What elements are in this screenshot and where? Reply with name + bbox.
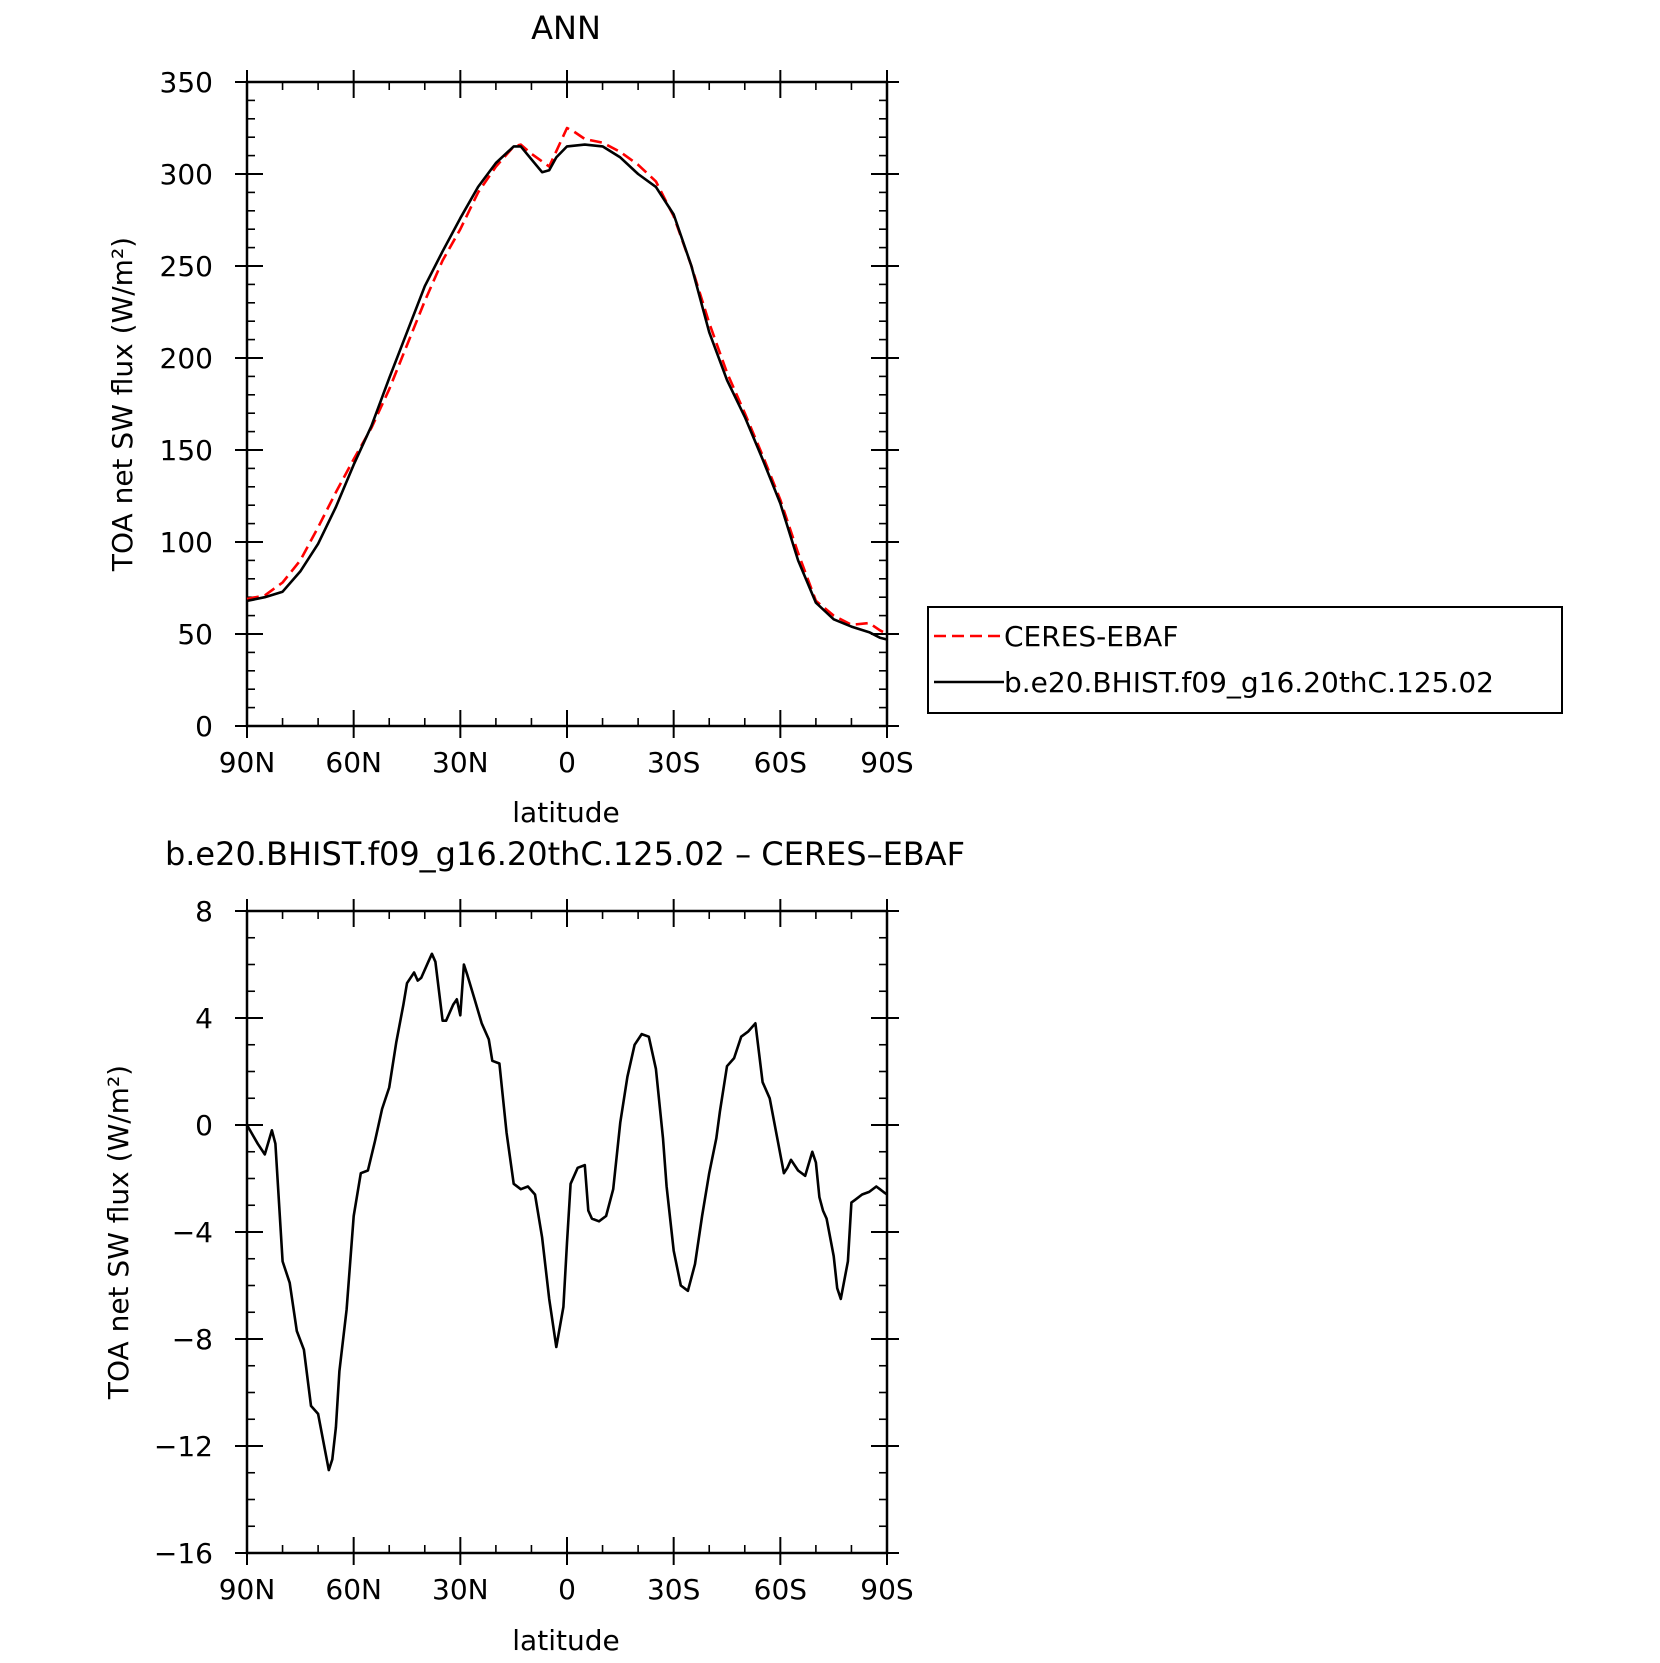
y-tick-label: 4 (195, 1002, 213, 1035)
x-tick-label: 30N (432, 746, 489, 779)
chart-title: ANN (531, 9, 601, 47)
y-tick-label: −16 (154, 1537, 213, 1570)
y-tick-label: 8 (195, 895, 213, 928)
series-lines (246, 126, 888, 641)
y-axis-label: TOA net SW flux (W/m²) (106, 237, 139, 572)
y-tick-label: −12 (154, 1430, 213, 1463)
x-tick-label: 90S (860, 746, 913, 779)
series-line-1 (246, 143, 888, 641)
y-tick-label: −8 (172, 1323, 213, 1356)
x-axis-label: latitude (512, 1624, 619, 1657)
legend-label-model: b.e20.BHIST.f09_g16.20thC.125.02 (1004, 666, 1494, 699)
legend: CERES-EBAF b.e20.BHIST.f09_g16.20thC.125… (927, 606, 1563, 714)
x-tick-label: 60S (754, 746, 807, 779)
x-tick-label: 90N (219, 746, 276, 779)
y-tick-label: 200 (160, 342, 213, 375)
y-tick-label: 150 (160, 434, 213, 467)
x-tick-label: 90S (860, 1573, 913, 1606)
flux-panel: ANN 90N 60N 30N 0 30S 60S 90S 0 50 100 150 200 250 30… (106, 9, 914, 829)
y-tick-label: 50 (177, 618, 213, 651)
y-tick-label: 300 (160, 158, 213, 191)
plot-frame (245, 80, 889, 728)
x-tick-label: 60N (325, 1573, 382, 1606)
difference-panel: b.e20.BHIST.f09_g16.20thC.125.02 – CERES… (102, 835, 965, 1657)
series-line-0 (245, 952, 888, 1472)
axis-ticks: 90N 60N 30N 0 30S 60S 90S 0 50 100 150 200 250 300 350 (160, 66, 914, 779)
legend-label-ceres: CERES-EBAF (1004, 620, 1178, 653)
y-tick-label: 100 (160, 526, 213, 559)
chart-title: b.e20.BHIST.f09_g16.20thC.125.02 – CERES… (165, 835, 965, 873)
x-axis-label: latitude (512, 796, 619, 829)
series-line-0 (246, 126, 888, 636)
legend-box (927, 606, 1563, 714)
x-tick-label: 0 (558, 746, 576, 779)
y-axis-label: TOA net SW flux (W/m²) (102, 1065, 135, 1400)
x-tick-label: 0 (558, 1573, 576, 1606)
x-tick-label: 30S (647, 746, 700, 779)
axis-ticks: 90N 60N 30N 0 30S 60S 90S −16 −12 −8 −4 0 4 8 (154, 895, 914, 1606)
x-tick-label: 30N (432, 1573, 489, 1606)
series-lines (245, 952, 888, 1472)
y-tick-label: 0 (195, 1109, 213, 1142)
y-tick-label: −4 (172, 1216, 213, 1249)
x-tick-label: 30S (647, 1573, 700, 1606)
y-tick-label: 350 (160, 66, 213, 99)
x-tick-label: 60S (754, 1573, 807, 1606)
x-tick-label: 90N (219, 1573, 276, 1606)
y-tick-label: 250 (160, 250, 213, 283)
y-tick-label: 0 (195, 710, 213, 743)
x-tick-label: 60N (325, 746, 382, 779)
